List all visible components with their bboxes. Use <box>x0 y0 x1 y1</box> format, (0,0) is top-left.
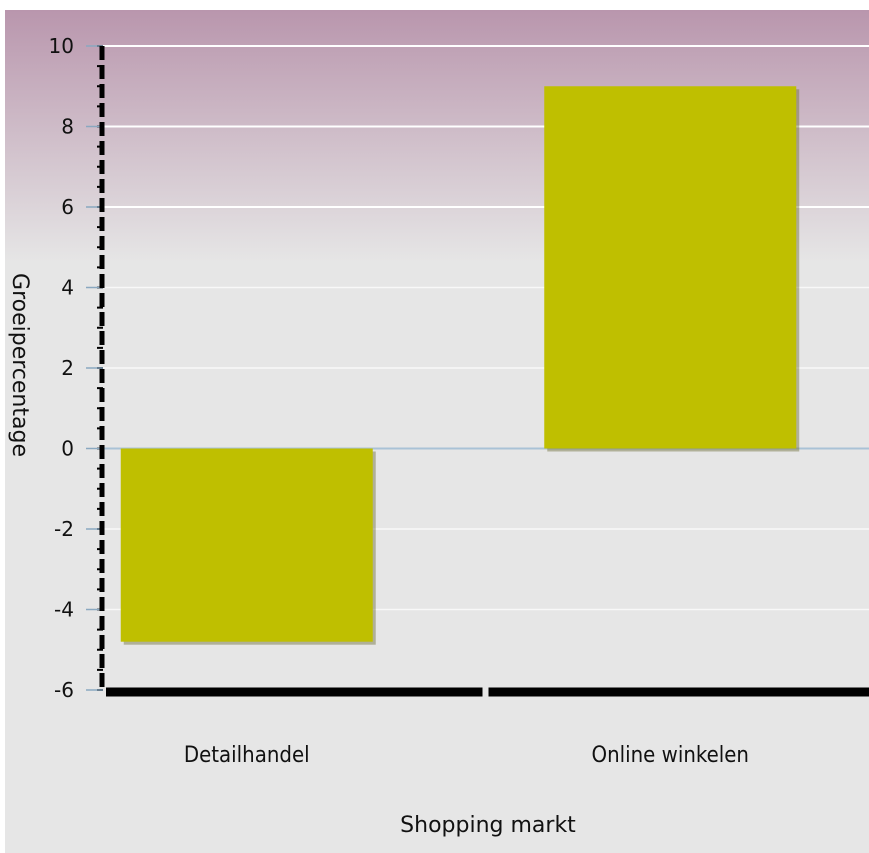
x-tick-label: Online winkelen <box>592 743 749 768</box>
bar-detailhandel <box>120 448 373 642</box>
y-tick-label: 2 <box>61 356 74 380</box>
y-tick-label: -2 <box>54 517 74 541</box>
bar-online-winkelen <box>544 86 797 449</box>
y-tick-label: -4 <box>54 598 74 622</box>
y-axis-title: Groeipercentage <box>7 273 32 457</box>
bars <box>120 86 800 645</box>
labels: Groeipercentage Shopping markt 10 8 6 4 2 0 -2… <box>7 34 749 838</box>
y-tick-label: -6 <box>54 678 74 702</box>
y-tick-label: 10 <box>49 34 74 58</box>
y-tick-label: 4 <box>61 276 74 300</box>
x-tick-label: Detailhandel <box>184 743 310 768</box>
axes <box>86 45 869 697</box>
x-axis-title: Shopping markt <box>400 813 576 838</box>
y-tick-label: 8 <box>61 115 74 139</box>
y-tick-label: 0 <box>61 437 74 461</box>
y-tick-label: 6 <box>61 195 74 219</box>
